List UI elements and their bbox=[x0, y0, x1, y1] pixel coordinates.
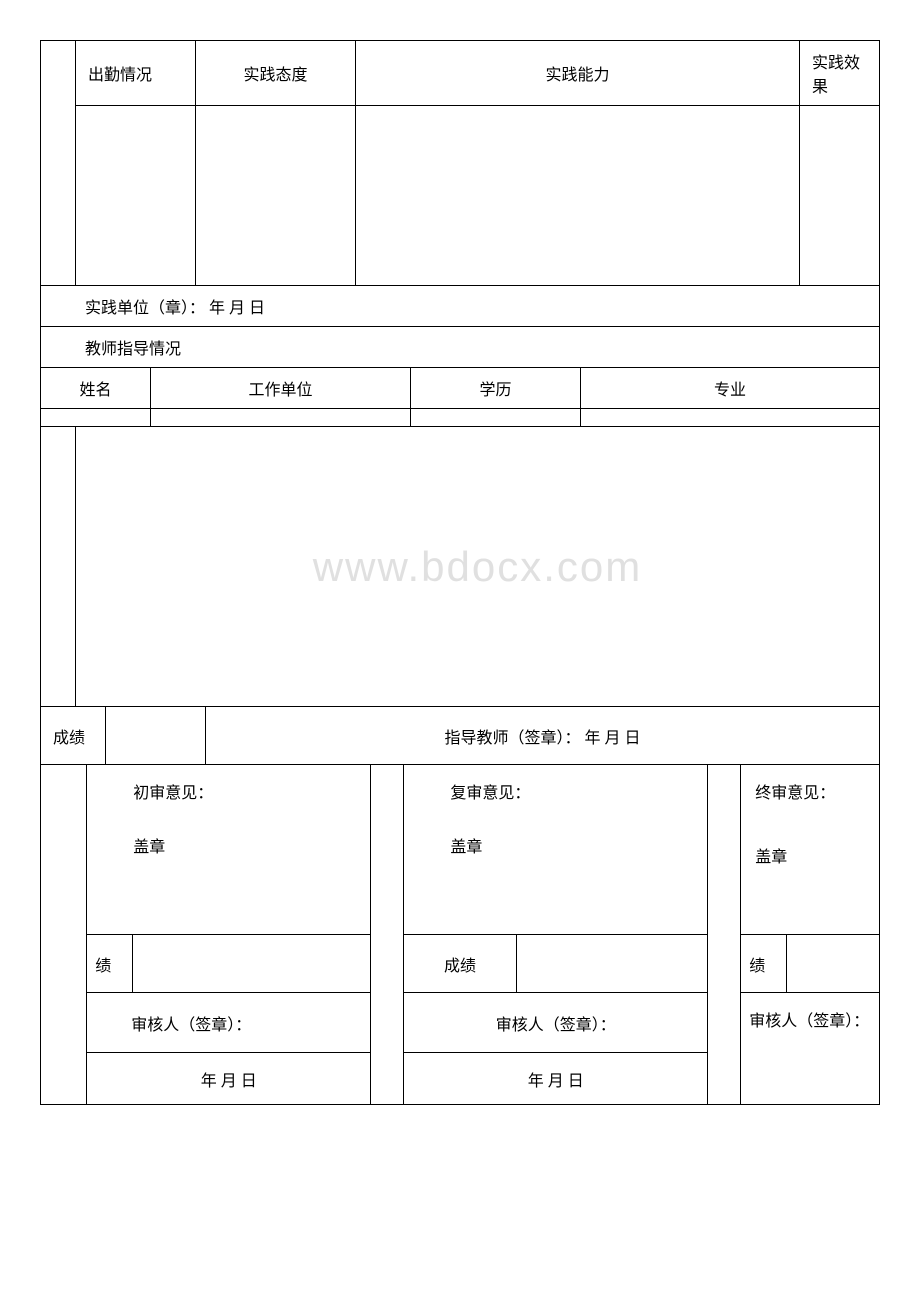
name-header: 姓名 bbox=[41, 368, 151, 409]
major-cell[interactable] bbox=[581, 409, 880, 427]
comment-row: www.bdocx.com bbox=[41, 427, 880, 707]
ability-header: 实践能力 bbox=[356, 41, 800, 106]
score-row: 成绩 指导教师（签章）： 年 月 日 bbox=[41, 707, 880, 765]
initial-score-value[interactable] bbox=[133, 935, 371, 993]
name-cell[interactable] bbox=[41, 409, 151, 427]
form-page: 出勤情况 实践态度 实践能力 实践效果 实践单位（章）： 年 月 日 教师指导情… bbox=[40, 40, 880, 1105]
review-title-row: 初审意见： 盖章 复审意见： 盖章 终审意见： 盖章 bbox=[41, 765, 880, 935]
second-review-cell[interactable]: 复审意见： 盖章 bbox=[404, 765, 708, 935]
score-value[interactable] bbox=[106, 707, 206, 765]
initial-review-title: 初审意见： bbox=[101, 779, 356, 803]
initial-stamp: 盖章 bbox=[101, 833, 356, 857]
second-stamp: 盖章 bbox=[418, 833, 693, 857]
attendance-header: 出勤情况 bbox=[76, 41, 196, 106]
initial-date: 年 月 日 bbox=[87, 1053, 371, 1105]
initial-signer: 审核人（签章）： bbox=[87, 993, 371, 1053]
review-score-row: 绩 成绩 绩 bbox=[41, 935, 880, 993]
ability-cell[interactable] bbox=[356, 106, 800, 286]
final-stamp: 盖章 bbox=[755, 843, 865, 867]
gap-2 bbox=[708, 765, 741, 1105]
eval-content-row bbox=[41, 106, 880, 286]
workunit-cell[interactable] bbox=[151, 409, 411, 427]
evaluation-table: 出勤情况 实践态度 实践能力 实践效果 实践单位（章）： 年 月 日 教师指导情… bbox=[40, 40, 880, 368]
comment-side bbox=[41, 427, 76, 707]
teacher-guide-header: 教师指导情况 bbox=[41, 327, 880, 368]
gap-1 bbox=[371, 765, 404, 1105]
teacher-sign-cell: 指导教师（签章）： 年 月 日 bbox=[206, 707, 880, 765]
major-header: 专业 bbox=[581, 368, 880, 409]
teacher-data-row bbox=[41, 409, 880, 427]
eval-header-row: 出勤情况 实践态度 实践能力 实践效果 bbox=[41, 41, 880, 106]
second-date: 年 月 日 bbox=[404, 1053, 708, 1105]
second-score-label: 成绩 bbox=[404, 935, 516, 993]
comment-cell[interactable]: www.bdocx.com bbox=[76, 427, 880, 707]
initial-score-label: 绩 bbox=[87, 935, 133, 993]
second-review-title: 复审意见： bbox=[418, 779, 693, 803]
unit-stamp-row: 实践单位（章）： 年 月 日 bbox=[41, 286, 880, 327]
attitude-cell[interactable] bbox=[196, 106, 356, 286]
comment-area-table: www.bdocx.com bbox=[40, 426, 880, 707]
workunit-header: 工作单位 bbox=[151, 368, 411, 409]
attitude-header: 实践态度 bbox=[196, 41, 356, 106]
final-score-label: 绩 bbox=[741, 935, 787, 993]
final-score-value[interactable] bbox=[787, 935, 880, 993]
review-signer-row: 审核人（签章）： 审核人（签章）： 审核人（签章）： bbox=[41, 993, 880, 1053]
effect-cell[interactable] bbox=[800, 106, 880, 286]
final-signer: 审核人（签章）： bbox=[741, 993, 880, 1105]
unit-stamp-cell: 实践单位（章）： 年 月 日 bbox=[41, 286, 880, 327]
final-review-cell[interactable]: 终审意见： 盖章 bbox=[741, 765, 880, 935]
score-label: 成绩 bbox=[41, 707, 106, 765]
second-signer: 审核人（签章）： bbox=[404, 993, 708, 1053]
eval-side-cell bbox=[41, 41, 76, 286]
second-score-value[interactable] bbox=[516, 935, 708, 993]
initial-review-cell[interactable]: 初审意见： 盖章 bbox=[87, 765, 371, 935]
education-header: 学历 bbox=[411, 368, 581, 409]
teacher-guide-header-row: 教师指导情况 bbox=[41, 327, 880, 368]
score-table: 成绩 指导教师（签章）： 年 月 日 bbox=[40, 706, 880, 765]
review-table: 初审意见： 盖章 复审意见： 盖章 终审意见： 盖章 绩 成绩 绩 bbox=[40, 764, 880, 1105]
teacher-header-row: 姓名 工作单位 学历 专业 bbox=[41, 368, 880, 409]
review-side-cell bbox=[41, 765, 87, 1105]
teacher-info-table: 姓名 工作单位 学历 专业 bbox=[40, 367, 880, 427]
attendance-cell[interactable] bbox=[76, 106, 196, 286]
education-cell[interactable] bbox=[411, 409, 581, 427]
effect-header: 实践效果 bbox=[800, 41, 880, 106]
watermark-text: www.bdocx.com bbox=[313, 543, 642, 591]
final-review-title: 终审意见： bbox=[755, 779, 865, 803]
